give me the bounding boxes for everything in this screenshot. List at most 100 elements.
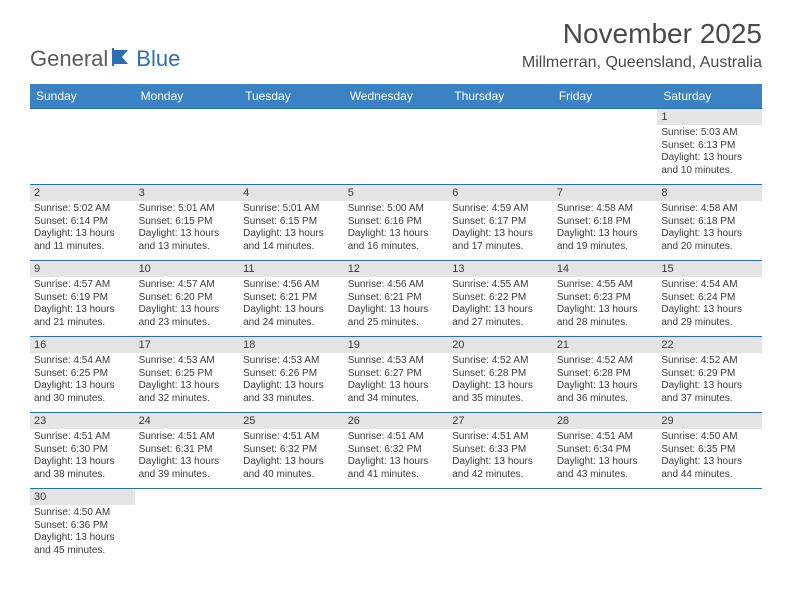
day-number: 26 <box>344 413 449 429</box>
day-cell: 20Sunrise: 4:52 AMSunset: 6:28 PMDayligh… <box>448 337 553 413</box>
sunrise-text: Sunrise: 5:00 AM <box>348 203 445 216</box>
day-number: 14 <box>553 261 658 277</box>
daylight-text: Daylight: 13 hours and 45 minutes. <box>34 532 131 557</box>
day-header: Thursday <box>448 84 553 109</box>
sunrise-text: Sunrise: 4:51 AM <box>348 431 445 444</box>
location-text: Millmerran, Queensland, Australia <box>522 54 762 72</box>
day-cell: 3Sunrise: 5:01 AMSunset: 6:15 PMDaylight… <box>135 185 240 261</box>
day-detail: Sunrise: 4:53 AMSunset: 6:25 PMDaylight:… <box>135 353 240 405</box>
sunset-text: Sunset: 6:30 PM <box>34 444 131 457</box>
empty-cell <box>344 489 449 565</box>
daylight-text: Daylight: 13 hours and 44 minutes. <box>661 456 758 481</box>
day-number: 20 <box>448 337 553 353</box>
sunset-text: Sunset: 6:36 PM <box>34 520 131 533</box>
sunrise-text: Sunrise: 4:55 AM <box>557 279 654 292</box>
sunset-text: Sunset: 6:26 PM <box>243 368 340 381</box>
empty-cell <box>239 489 344 565</box>
sunset-text: Sunset: 6:17 PM <box>452 216 549 229</box>
calendar-table: Sunday Monday Tuesday Wednesday Thursday… <box>30 84 762 565</box>
day-number: 12 <box>344 261 449 277</box>
daylight-text: Daylight: 13 hours and 10 minutes. <box>661 152 758 177</box>
week-row: 23Sunrise: 4:51 AMSunset: 6:30 PMDayligh… <box>30 413 762 489</box>
day-detail: Sunrise: 4:52 AMSunset: 6:28 PMDaylight:… <box>448 353 553 405</box>
day-detail: Sunrise: 5:02 AMSunset: 6:14 PMDaylight:… <box>30 201 135 253</box>
daylight-text: Daylight: 13 hours and 36 minutes. <box>557 380 654 405</box>
day-number: 25 <box>239 413 344 429</box>
day-cell: 27Sunrise: 4:51 AMSunset: 6:33 PMDayligh… <box>448 413 553 489</box>
daylight-text: Daylight: 13 hours and 17 minutes. <box>452 228 549 253</box>
sunrise-text: Sunrise: 4:54 AM <box>661 279 758 292</box>
sunset-text: Sunset: 6:22 PM <box>452 292 549 305</box>
day-detail: Sunrise: 4:50 AMSunset: 6:35 PMDaylight:… <box>657 429 762 481</box>
day-number: 15 <box>657 261 762 277</box>
daylight-text: Daylight: 13 hours and 40 minutes. <box>243 456 340 481</box>
day-detail: Sunrise: 4:59 AMSunset: 6:17 PMDaylight:… <box>448 201 553 253</box>
day-header: Friday <box>553 84 658 109</box>
day-number: 23 <box>30 413 135 429</box>
empty-cell <box>448 489 553 565</box>
day-number: 18 <box>239 337 344 353</box>
sunrise-text: Sunrise: 5:02 AM <box>34 203 131 216</box>
week-row: 30Sunrise: 4:50 AMSunset: 6:36 PMDayligh… <box>30 489 762 565</box>
day-number: 2 <box>30 185 135 201</box>
day-number: 11 <box>239 261 344 277</box>
sunrise-text: Sunrise: 4:50 AM <box>34 507 131 520</box>
day-cell: 5Sunrise: 5:00 AMSunset: 6:16 PMDaylight… <box>344 185 449 261</box>
sunrise-text: Sunrise: 4:52 AM <box>452 355 549 368</box>
empty-cell <box>135 109 240 185</box>
sunrise-text: Sunrise: 4:58 AM <box>557 203 654 216</box>
daylight-text: Daylight: 13 hours and 11 minutes. <box>34 228 131 253</box>
sunset-text: Sunset: 6:24 PM <box>661 292 758 305</box>
empty-cell <box>448 109 553 185</box>
day-cell: 13Sunrise: 4:55 AMSunset: 6:22 PMDayligh… <box>448 261 553 337</box>
sunrise-text: Sunrise: 5:01 AM <box>139 203 236 216</box>
daylight-text: Daylight: 13 hours and 34 minutes. <box>348 380 445 405</box>
day-detail: Sunrise: 4:51 AMSunset: 6:30 PMDaylight:… <box>30 429 135 481</box>
day-header: Wednesday <box>344 84 449 109</box>
day-cell: 15Sunrise: 4:54 AMSunset: 6:24 PMDayligh… <box>657 261 762 337</box>
sunrise-text: Sunrise: 4:51 AM <box>139 431 236 444</box>
sunset-text: Sunset: 6:31 PM <box>139 444 236 457</box>
sunrise-text: Sunrise: 4:51 AM <box>34 431 131 444</box>
daylight-text: Daylight: 13 hours and 33 minutes. <box>243 380 340 405</box>
sunrise-text: Sunrise: 4:51 AM <box>557 431 654 444</box>
sunset-text: Sunset: 6:13 PM <box>661 140 758 153</box>
sunset-text: Sunset: 6:25 PM <box>139 368 236 381</box>
day-cell: 18 Sunrise: 4:53 AMSunset: 6:26 PMDayligh… <box>239 337 344 413</box>
day-cell: 22Sunrise: 4:52 AMSunset: 6:29 PMDayligh… <box>657 337 762 413</box>
day-detail: Sunrise: 4:53 AMSunset: 6:27 PMDaylight:… <box>344 353 449 405</box>
day-number: 29 <box>657 413 762 429</box>
day-cell: 24Sunrise: 4:51 AMSunset: 6:31 PMDayligh… <box>135 413 240 489</box>
sunrise-text: Sunrise: 4:53 AM <box>348 355 445 368</box>
sunset-text: Sunset: 6:20 PM <box>139 292 236 305</box>
day-detail: Sunrise: 5:01 AMSunset: 6:15 PMDaylight:… <box>135 201 240 253</box>
day-header-row: Sunday Monday Tuesday Wednesday Thursday… <box>30 84 762 109</box>
logo: General Blue <box>30 46 180 72</box>
empty-cell <box>135 489 240 565</box>
day-detail: Sunrise: 4:51 AMSunset: 6:31 PMDaylight:… <box>135 429 240 481</box>
day-header: Tuesday <box>239 84 344 109</box>
day-number: 4 <box>239 185 344 201</box>
day-number: 10 <box>135 261 240 277</box>
day-number: 3 <box>135 185 240 201</box>
day-detail: Sunrise: 4:52 AMSunset: 6:29 PMDaylight:… <box>657 353 762 405</box>
sunrise-text: Sunrise: 5:01 AM <box>243 203 340 216</box>
daylight-text: Daylight: 13 hours and 24 minutes. <box>243 304 340 329</box>
sunrise-text: Sunrise: 5:03 AM <box>661 127 758 140</box>
day-number: 27 <box>448 413 553 429</box>
empty-cell <box>344 109 449 185</box>
day-cell: 16Sunrise: 4:54 AMSunset: 6:25 PMDayligh… <box>30 337 135 413</box>
day-cell: 7Sunrise: 4:58 AMSunset: 6:18 PMDaylight… <box>553 185 658 261</box>
day-detail: Sunrise: 4:51 AMSunset: 6:32 PMDaylight:… <box>344 429 449 481</box>
sunrise-text: Sunrise: 4:52 AM <box>557 355 654 368</box>
sunrise-text: Sunrise: 4:53 AM <box>243 355 340 368</box>
day-number: 21 <box>553 337 658 353</box>
day-header: Sunday <box>30 84 135 109</box>
day-detail: Sunrise: 5:01 AMSunset: 6:15 PMDaylight:… <box>239 201 344 253</box>
day-number: 9 <box>30 261 135 277</box>
daylight-text: Daylight: 13 hours and 38 minutes. <box>34 456 131 481</box>
daylight-text: Daylight: 13 hours and 21 minutes. <box>34 304 131 329</box>
sunset-text: Sunset: 6:15 PM <box>139 216 236 229</box>
day-number: 19 <box>344 337 449 353</box>
day-detail: Sunrise: 4:51 AMSunset: 6:32 PMDaylight:… <box>239 429 344 481</box>
